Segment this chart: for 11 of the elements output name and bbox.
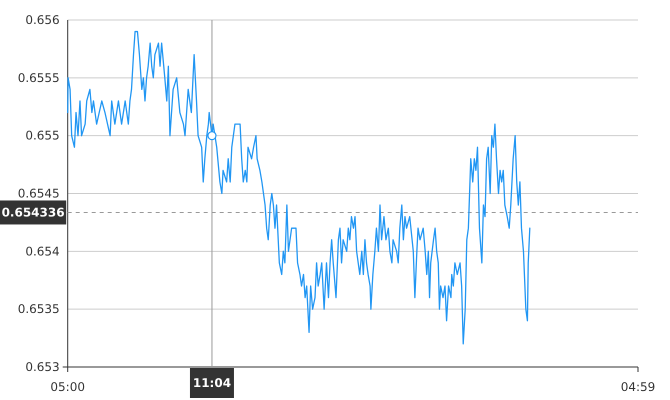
y-tick-label: 0.6535 [18, 302, 60, 316]
x-tick-label: 05:00 [50, 380, 85, 394]
y-tick-label: 0.6555 [18, 70, 60, 85]
y-tick-label: 0.656 [25, 13, 60, 27]
y-tick-label: 0.655 [25, 128, 60, 143]
ref-line-label: 11:04 [192, 376, 232, 390]
x-tick-label: 04:59 [620, 380, 656, 394]
y-tick-label: 0.6545 [18, 186, 60, 200]
ref-line-label: 0.654336 [2, 205, 65, 220]
y-tick-label: 0.653 [25, 360, 60, 374]
y-tick-label: 0.654 [25, 244, 60, 258]
